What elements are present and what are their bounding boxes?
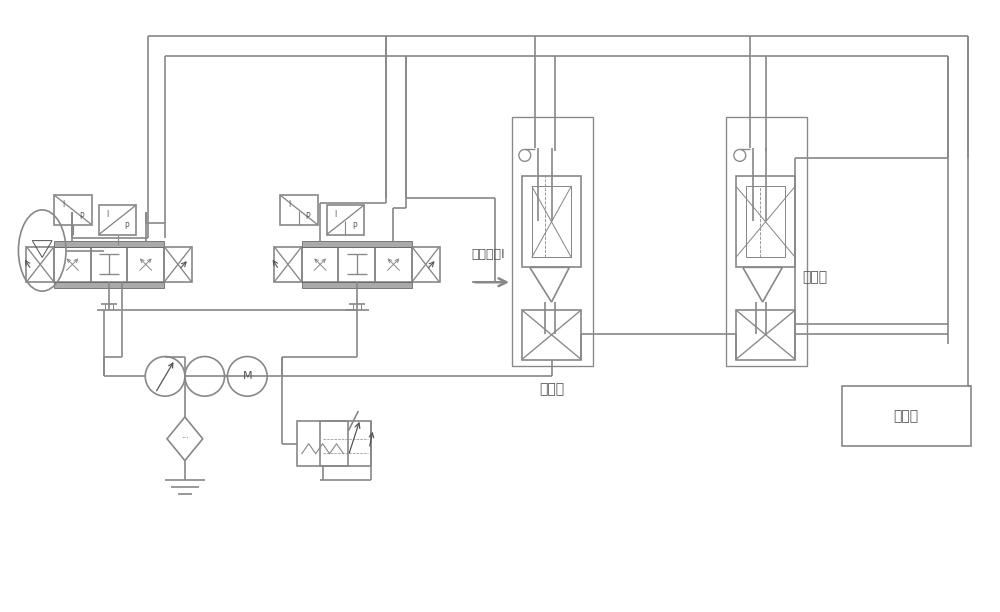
Text: I: I <box>288 200 290 209</box>
Bar <box>338 247 375 282</box>
Text: I: I <box>334 211 337 219</box>
Bar <box>512 117 593 367</box>
Bar <box>412 247 440 282</box>
Bar <box>736 176 795 267</box>
Bar <box>746 186 785 258</box>
Bar <box>375 247 412 282</box>
Bar <box>736 310 795 359</box>
Bar <box>164 247 192 282</box>
Text: 至工作缸I: 至工作缸I <box>471 248 505 261</box>
Bar <box>54 241 164 247</box>
Text: ···: ··· <box>181 435 189 443</box>
Bar <box>280 195 318 225</box>
Bar <box>54 282 164 288</box>
Text: P: P <box>352 222 357 231</box>
Bar <box>297 421 348 466</box>
Bar <box>26 247 54 282</box>
Bar <box>91 247 127 282</box>
Bar <box>54 247 91 282</box>
Bar <box>54 195 92 225</box>
Text: P: P <box>80 212 84 222</box>
Text: 小节流: 小节流 <box>802 271 827 284</box>
Bar <box>302 241 412 247</box>
Text: P: P <box>305 212 310 222</box>
Bar <box>522 176 581 267</box>
Bar <box>302 282 412 288</box>
Text: I: I <box>62 200 64 209</box>
Bar <box>302 247 338 282</box>
Text: I: I <box>106 211 109 219</box>
Bar <box>127 247 164 282</box>
Bar <box>274 247 302 282</box>
Text: 高压水: 高压水 <box>894 409 919 423</box>
Text: 大节流: 大节流 <box>539 382 564 396</box>
Bar <box>320 421 371 466</box>
Bar <box>532 186 571 258</box>
Text: P: P <box>124 222 129 231</box>
Bar <box>522 310 581 359</box>
Bar <box>327 205 364 234</box>
Bar <box>842 386 971 446</box>
Bar <box>726 117 807 367</box>
Bar <box>99 205 136 234</box>
Text: M: M <box>243 371 252 381</box>
